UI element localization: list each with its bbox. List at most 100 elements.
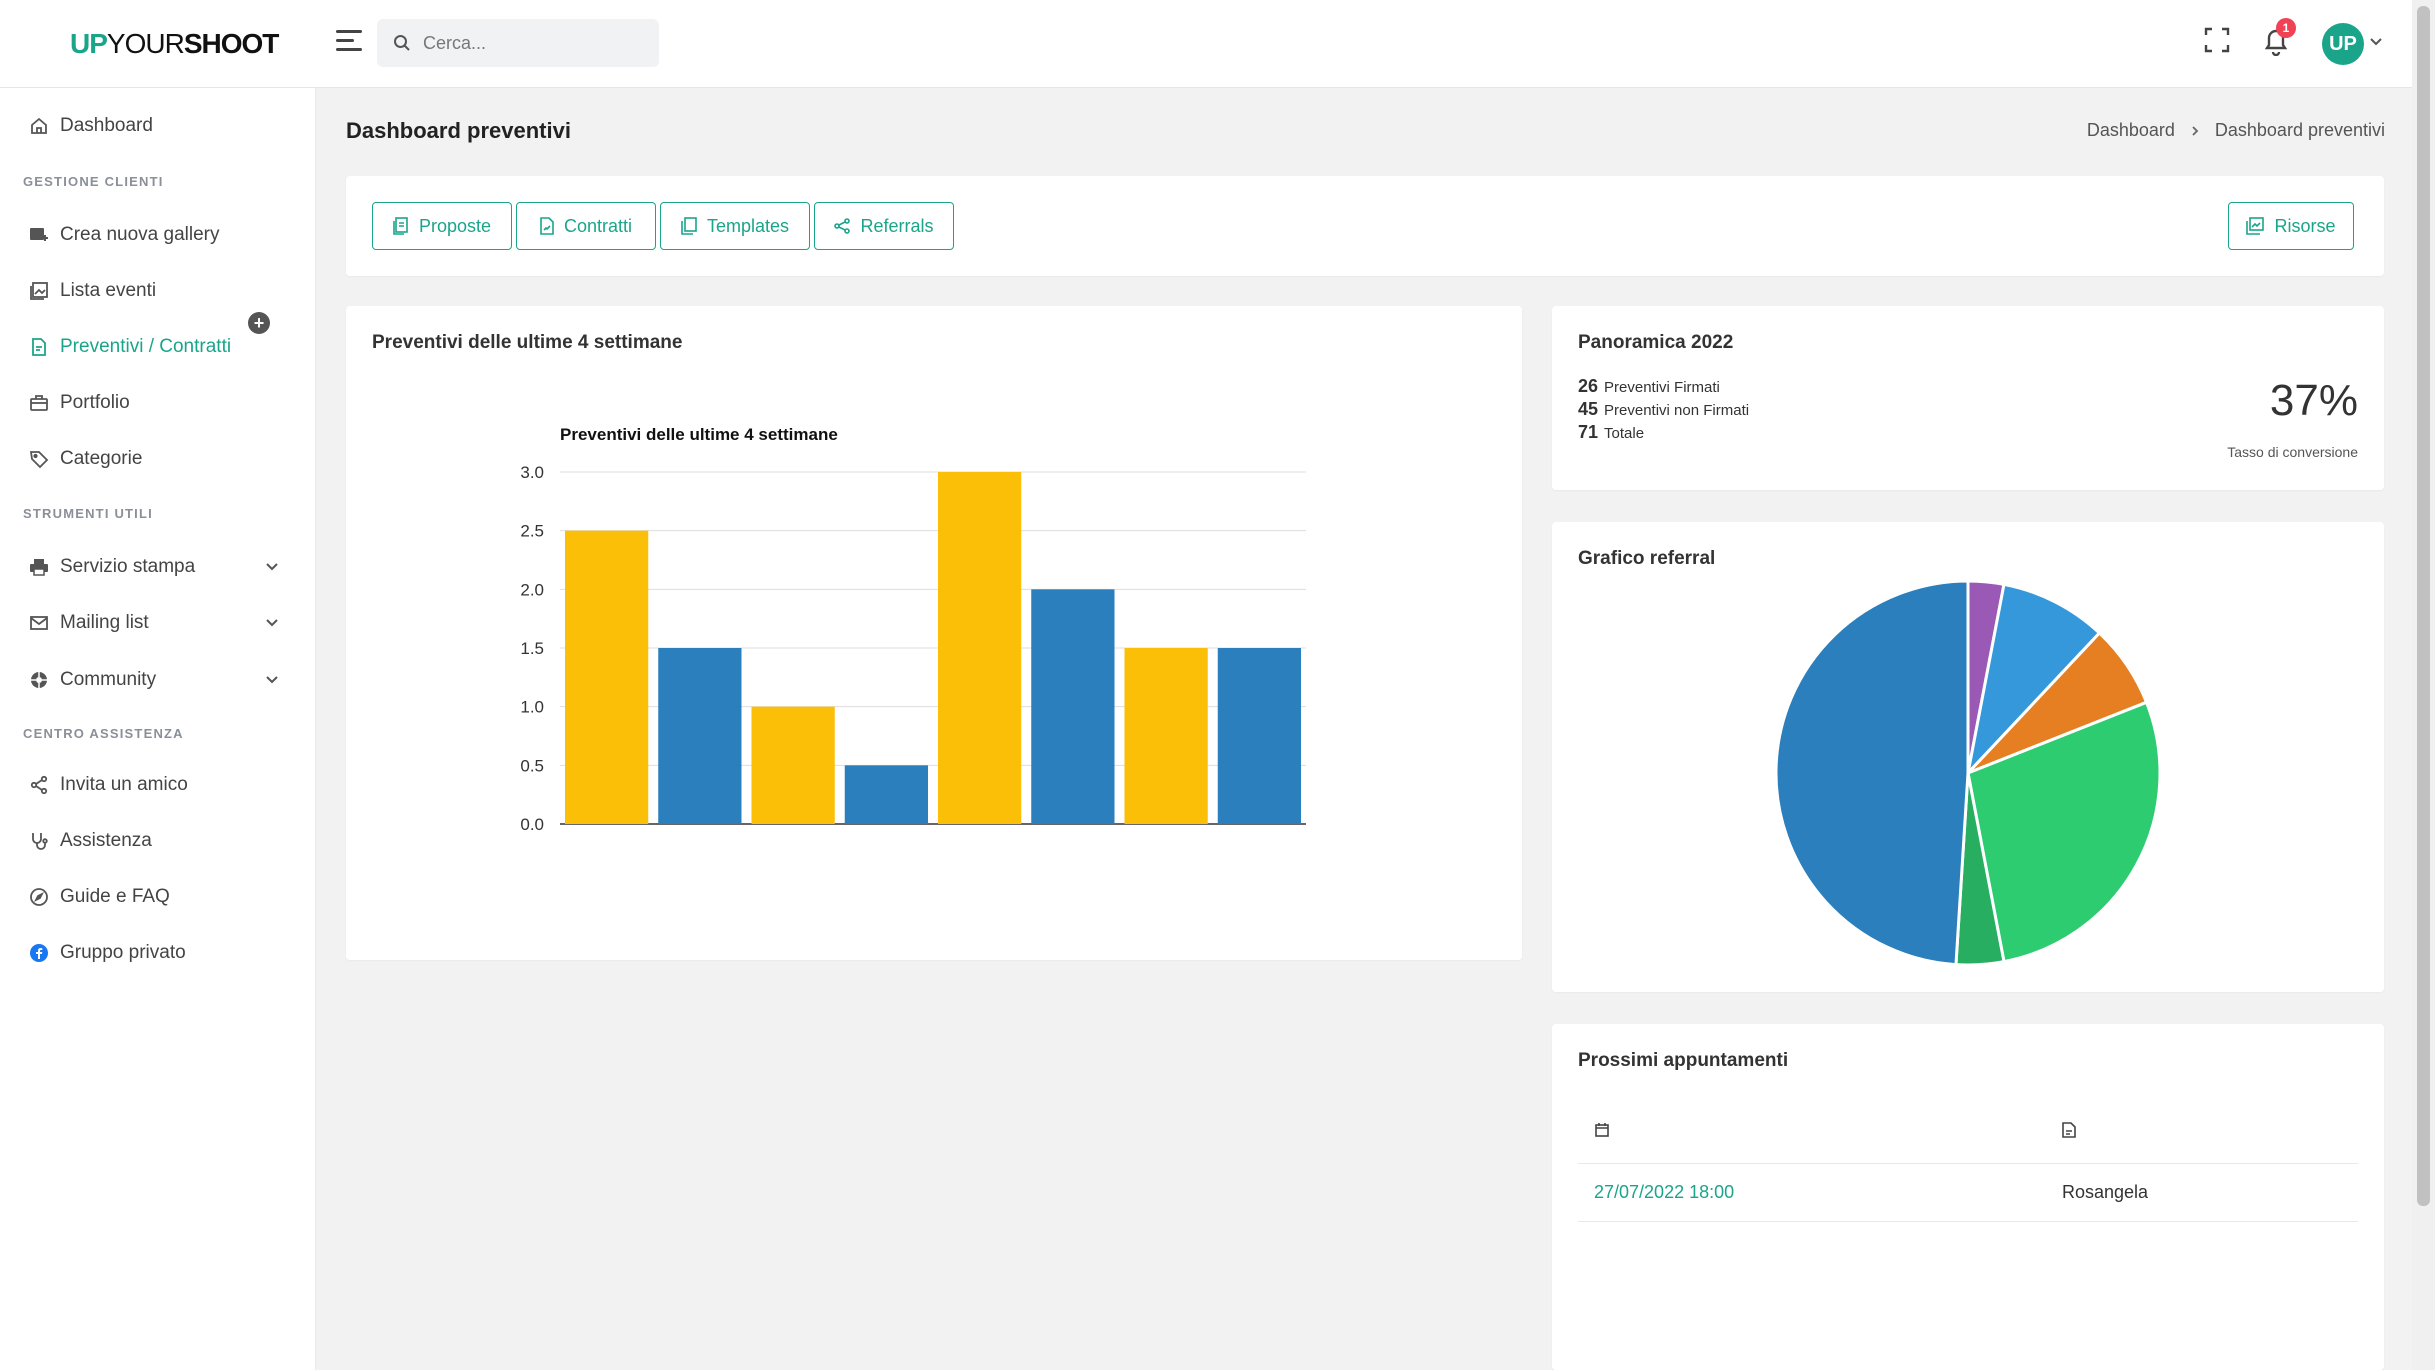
sidebar-item-categories[interactable]: Categorie [28,444,142,474]
sidebar-item-support[interactable]: Assistenza [28,826,152,856]
share-icon [834,218,851,234]
sidebar-item-mailing[interactable]: Mailing list [28,608,288,638]
section-tools: STRUMENTI UTILI [23,506,153,521]
page-title: Dashboard preventivi [346,118,571,143]
breadcrumb-home[interactable]: Dashboard [2086,120,2175,140]
chevron-down-icon[interactable] [2370,38,2382,46]
search-box [377,19,659,67]
y-tick-label: 3.0 [520,463,544,482]
unsigned-line: 45 Preventivi non Firmati [1578,399,1750,419]
signed-line: 26 Preventivi Firmati [1578,376,1720,396]
y-tick-label: 2.5 [520,522,544,541]
calendar-icon [1595,1123,1609,1137]
image-stack-icon [2246,217,2265,235]
pie-slice[interactable] [1774,579,1970,967]
sidebar-item-events[interactable]: Lista eventi [28,276,156,306]
sidebar-item-quotes[interactable]: Preventivi / Contratti [28,332,231,362]
image-list-icon [28,280,50,302]
appointment-name: Rosangela [2062,1182,2149,1202]
y-tick-label: 1.0 [520,698,544,717]
bar[interactable] [1217,648,1301,824]
bar[interactable] [1031,589,1115,824]
printer-icon [28,556,50,578]
pie-chart [1774,579,2162,967]
appointment-date[interactable]: 27/07/2022 18:00 [1594,1182,1735,1202]
chevron-right-icon [2192,125,2199,136]
sidebar-item-community[interactable]: Community [28,665,288,695]
y-tick-label: 1.5 [520,639,544,658]
mail-icon [28,612,50,634]
app-logo[interactable]: UPYOURSHOOT [70,28,279,59]
referral-card: Grafico referral [1552,522,2384,992]
y-tick-label: 2.0 [520,580,544,599]
share-icon [28,774,50,796]
compass-icon [28,886,50,908]
toolbar-card: Proposte Contratti Templates Referrals R… [346,176,2384,276]
sidebar-item-portfolio[interactable]: Portfolio [28,388,130,418]
sidebar: Dashboard GESTIONE CLIENTI Crea nuova ga… [0,88,316,1370]
top-bar: UPYOURSHOOT 1 UP [0,0,2412,88]
conversion-label: Tasso di conversione [2227,444,2358,460]
facebook-icon [28,942,50,964]
resources-button[interactable]: Risorse [2228,202,2354,250]
avatar[interactable]: UP [2322,23,2364,65]
breadcrumb-current: Dashboard preventivi [2214,120,2385,140]
appointments-header [1578,1096,2358,1164]
chevron-down-icon [266,619,278,627]
bar-chart-card: Preventivi delle ultime 4 settimane Prev… [346,306,1522,960]
referrals-button[interactable]: Referrals [814,202,954,250]
chevron-down-icon [266,676,278,684]
bar-chart: Preventivi delle ultime 4 settimane 0.0 0.… [520,425,1306,834]
proposals-button[interactable]: Proposte [372,202,512,250]
document-edit-icon [28,336,50,358]
bar[interactable] [844,765,928,824]
contract-icon [540,217,554,235]
menu-toggle-icon[interactable] [336,30,364,58]
pie-slice[interactable] [1966,700,2162,964]
sidebar-item-guides[interactable]: Guide e FAQ [28,882,170,912]
bar[interactable] [1124,648,1208,824]
table-row[interactable]: 27/07/2022 18:00 Rosangela [1578,1164,2358,1222]
scrollbar-thumb[interactable] [2417,6,2430,1206]
stethoscope-icon [28,830,50,852]
scrollbar[interactable] [2412,0,2435,1370]
overview-title: Panoramica 2022 [1578,332,1734,353]
tag-icon [28,448,50,470]
breadcrumb: Dashboard Dashboard preventivi [2087,120,2385,141]
contracts-button[interactable]: Contratti [516,202,656,250]
search-input[interactable] [423,32,643,54]
add-gallery-icon[interactable]: + [248,312,270,334]
pie-slice[interactable] [1965,582,2102,778]
appointments-card: Prossimi appuntamenti 27/07/2022 18:00 R… [1552,1024,2384,1370]
y-tick-label: 0.0 [520,815,544,834]
chart-card-title: Preventivi delle ultime 4 settimane [372,332,683,353]
fullscreen-icon[interactable] [2203,26,2231,54]
copy-icon [681,217,697,235]
referral-title: Grafico referral [1578,548,1716,569]
home-icon [28,115,50,137]
search-icon [394,35,410,51]
conversion-rate: 37% [2269,376,2358,425]
appointments-title: Prossimi appuntamenti [1578,1050,1789,1071]
total-line: 71 Totale [1578,422,1645,442]
bar[interactable] [938,472,1022,824]
sidebar-item-group[interactable]: Gruppo privato [28,938,186,968]
section-support: CENTRO ASSISTENZA [23,726,184,741]
section-clients: GESTIONE CLIENTI [23,174,164,189]
document-icon [2062,1122,2076,1138]
sidebar-item-new-gallery[interactable]: Crea nuova gallery [28,220,219,250]
sidebar-item-invite[interactable]: Invita un amico [28,770,188,800]
bar[interactable] [565,530,649,824]
notification-badge: 1 [2276,18,2296,38]
bar[interactable] [658,648,742,824]
briefcase-icon [28,392,50,414]
aperture-icon [28,669,50,691]
document-icon [393,217,408,235]
templates-button[interactable]: Templates [660,202,810,250]
chevron-down-icon [266,563,278,571]
bar[interactable] [751,706,835,824]
y-tick-label: 0.5 [520,756,544,775]
sidebar-item-print[interactable]: Servizio stampa [28,552,288,582]
bar-chart-title: Preventivi delle ultime 4 settimane [560,425,838,444]
sidebar-item-dashboard[interactable]: Dashboard [28,111,153,141]
